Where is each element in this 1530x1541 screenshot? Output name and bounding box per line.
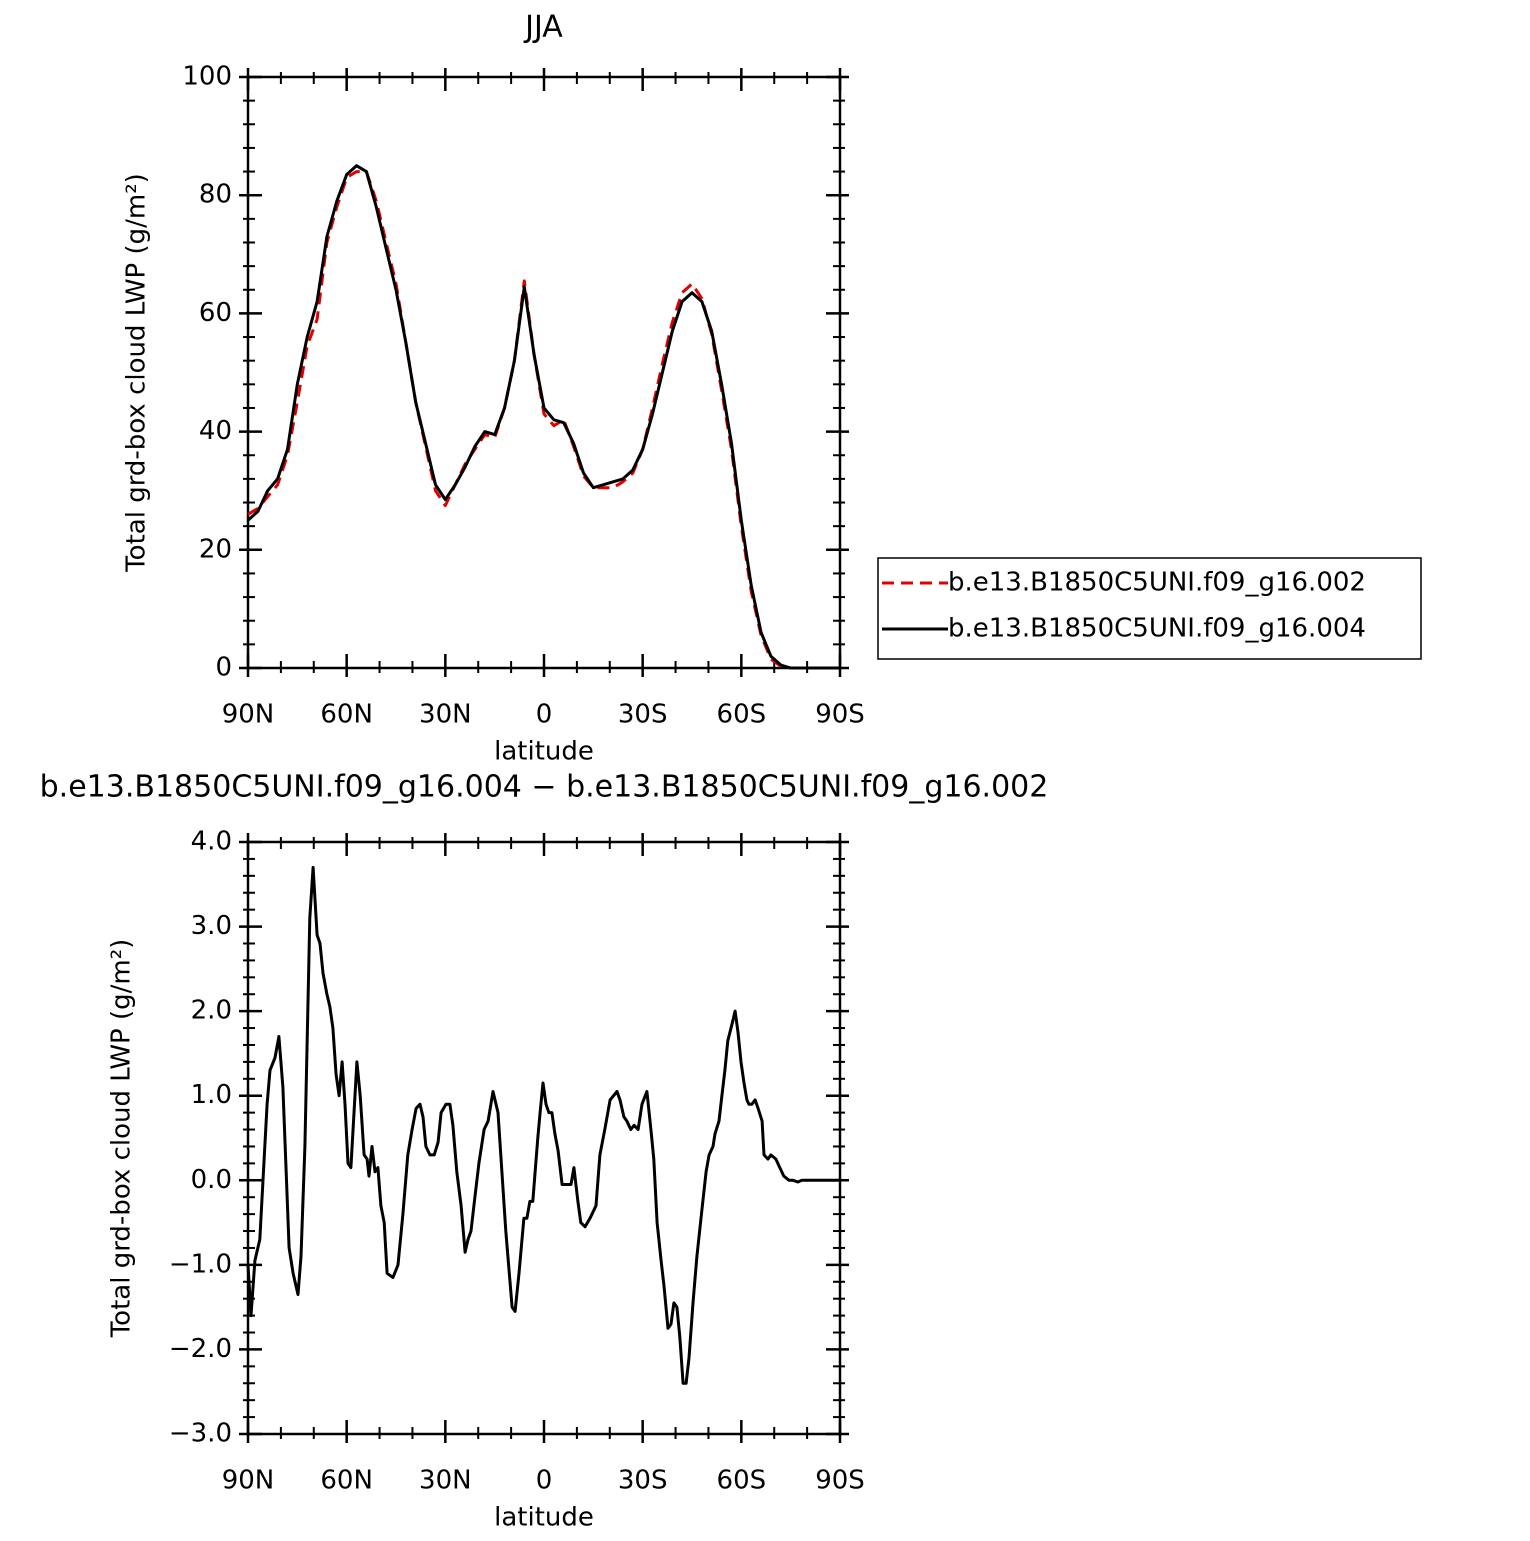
legend-box (877, 557, 1422, 660)
y-tick-label: −3.0 (169, 1419, 232, 1449)
y-tick-label: 40 (199, 416, 232, 446)
y-tick-label: −2.0 (169, 1334, 232, 1364)
y-axis-label: Total grd-box cloud LWP (g/m²) (122, 173, 152, 573)
y-tick-label: 1.0 (191, 1080, 232, 1110)
data-line (247, 170, 840, 670)
y-tick-label: 80 (199, 180, 232, 210)
x-tick-label: 30N (419, 700, 472, 730)
x-tick-label: 30S (618, 1466, 668, 1496)
y-tick-label: 100 (182, 62, 232, 92)
x-tick-label: 90S (815, 1466, 865, 1496)
y-tick-label: 0.0 (191, 1165, 232, 1195)
x-tick-label: 30N (419, 1466, 472, 1496)
x-tick-label: 90N (222, 700, 275, 730)
x-axis-label: latitude (494, 737, 594, 767)
x-tick-label: 60N (320, 1466, 373, 1496)
x-tick-label: 60N (320, 700, 373, 730)
x-tick-label: 30S (618, 700, 668, 730)
x-tick-label: 90N (222, 1466, 275, 1496)
chart-title: JJA (523, 10, 563, 45)
y-axis-label: Total grd-box cloud LWP (g/m²) (107, 939, 137, 1339)
x-tick-label: 0 (536, 700, 553, 730)
y-tick-label: 3.0 (191, 911, 232, 941)
y-tick-label: 60 (199, 298, 232, 328)
x-tick-label: 0 (536, 1466, 553, 1496)
x-tick-label: 90S (815, 700, 865, 730)
y-tick-label: 0 (215, 653, 232, 683)
y-tick-label: 20 (199, 534, 232, 564)
x-tick-label: 60S (717, 700, 767, 730)
data-line (246, 164, 840, 670)
x-axis-label: latitude (494, 1503, 594, 1533)
legend-label: b.e13.B1850C5UNI.f09_g16.004 (948, 614, 1366, 644)
chart-title: b.e13.B1850C5UNI.f09_g16.004 − b.e13.B18… (40, 770, 1049, 805)
y-tick-label: 4.0 (191, 827, 232, 857)
plot-frame (246, 840, 842, 1436)
x-tick-label: 60S (717, 1466, 767, 1496)
data-line (246, 865, 840, 1385)
y-tick-label: 2.0 (191, 996, 232, 1026)
legend-label: b.e13.B1850C5UNI.f09_g16.002 (948, 568, 1366, 598)
y-tick-label: −1.0 (169, 1249, 232, 1279)
